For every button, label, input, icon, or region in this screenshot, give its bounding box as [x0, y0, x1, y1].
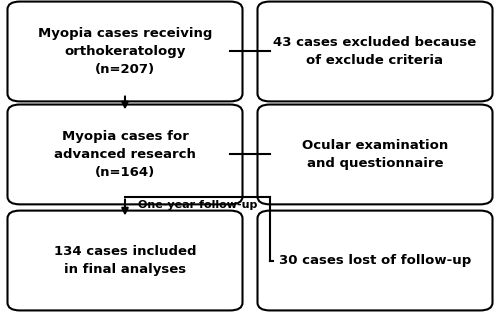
Text: Myopia cases for
advanced research
(n=164): Myopia cases for advanced research (n=16… [54, 130, 196, 179]
Text: 30 cases lost of follow-up: 30 cases lost of follow-up [279, 254, 471, 267]
FancyBboxPatch shape [258, 211, 492, 310]
Text: Ocular examination
and questionnaire: Ocular examination and questionnaire [302, 139, 448, 170]
Text: 43 cases excluded because
of exclude criteria: 43 cases excluded because of exclude cri… [274, 36, 476, 67]
FancyBboxPatch shape [258, 105, 492, 204]
FancyBboxPatch shape [8, 2, 242, 101]
FancyBboxPatch shape [258, 2, 492, 101]
FancyBboxPatch shape [8, 211, 242, 310]
Text: One-year follow-up: One-year follow-up [138, 200, 257, 210]
FancyBboxPatch shape [8, 105, 242, 204]
Text: Myopia cases receiving
orthokeratology
(n=207): Myopia cases receiving orthokeratology (… [38, 27, 212, 76]
Text: 134 cases included
in final analyses: 134 cases included in final analyses [54, 245, 196, 276]
